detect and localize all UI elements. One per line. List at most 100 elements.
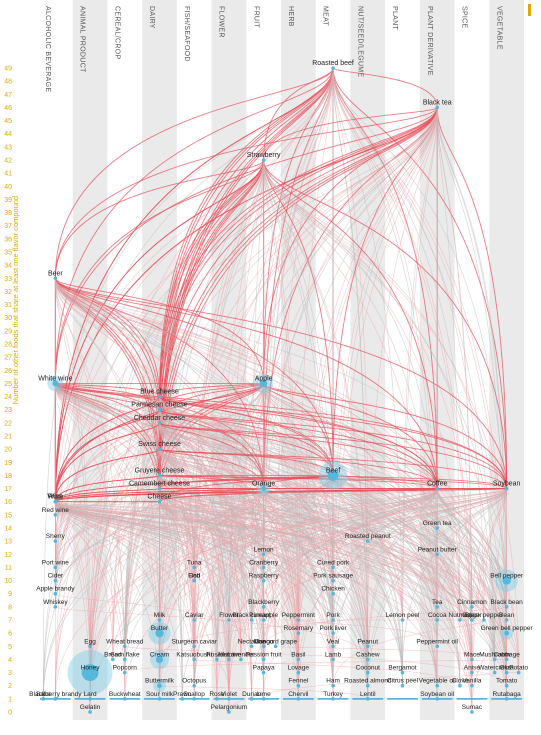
edge [216, 475, 334, 660]
food-label: Passion fruit [246, 651, 282, 658]
right-marker [528, 4, 531, 16]
edge [55, 501, 126, 699]
food-label: Black bean [491, 599, 524, 606]
food-label: Honey [81, 665, 101, 672]
edge [55, 501, 114, 660]
edge [471, 633, 507, 713]
food-label: Bergamot [388, 665, 416, 672]
food-label: Peanut [357, 638, 378, 645]
food-node [122, 670, 127, 675]
food-label: Orange [252, 481, 275, 488]
food-label: Wheat bread [106, 638, 144, 645]
y-tick-label: 9 [8, 591, 12, 598]
food-label: Chicken [321, 586, 345, 593]
food-node [53, 578, 58, 583]
edge [55, 501, 218, 699]
food-label: Cranberry [249, 559, 279, 566]
edge [54, 383, 160, 476]
edge [54, 474, 160, 502]
category-labels: ALCOHOLIC BEVERAGE ANIMAL PRODUCT CEREAL/C… [44, 6, 502, 92]
food-label: Sherry [46, 533, 66, 540]
food-label: Blackberry [248, 599, 279, 606]
food-node [482, 618, 486, 622]
edge [54, 488, 265, 503]
edge [263, 383, 334, 476]
food-label: Fennel [288, 678, 308, 685]
food-label: Fish [188, 573, 201, 580]
food-label: Butter [151, 625, 169, 632]
edge [124, 449, 160, 699]
y-tick-label: 35 [4, 250, 12, 257]
food-node [492, 670, 497, 675]
edge [55, 159, 264, 594]
edge [55, 159, 264, 542]
food-node [53, 539, 58, 543]
food-label: Ham [326, 678, 340, 685]
edge [54, 67, 334, 279]
edge [263, 159, 508, 489]
category-label: FRUIT [252, 6, 259, 29]
food-node [157, 421, 162, 425]
edge [55, 501, 91, 713]
food-label: Buttermilk [145, 678, 175, 685]
y-tick-label: 7 [8, 618, 12, 625]
edge [263, 488, 334, 699]
food-label: Blue cheese [140, 389, 179, 396]
edge [228, 672, 495, 713]
food-label: Beer [48, 270, 63, 277]
food-label: Roasted peanut [345, 533, 391, 540]
category-label: VEGETABLE [495, 6, 502, 50]
food-label: Octopus [182, 678, 207, 685]
edge [54, 278, 160, 410]
edge [263, 488, 507, 607]
food-node [331, 591, 335, 596]
food-node [331, 697, 335, 701]
y-tick-label: 33 [4, 276, 12, 283]
edge [112, 67, 334, 660]
food-node [504, 630, 510, 636]
food-label: Red wine [42, 507, 69, 514]
food-node [470, 657, 474, 662]
food-label: Katsuobushi [176, 651, 212, 658]
y-tick-label: 44 [4, 131, 12, 138]
y-axis-title: Number of other foods that share at leas… [11, 196, 20, 404]
food-label: Black currant [233, 612, 271, 619]
food-node [365, 683, 370, 688]
edge [124, 659, 507, 673]
edge [332, 474, 508, 489]
food-node [227, 618, 231, 622]
edge [55, 593, 252, 647]
food-label: Bell pepper [490, 573, 524, 580]
food-node [365, 670, 370, 675]
edge [55, 501, 507, 660]
y-tick-label: 3 [8, 670, 12, 677]
food-node [470, 605, 474, 609]
food-label: Nutmeg [449, 612, 472, 619]
food-label: Lard [84, 691, 97, 698]
food-node [296, 657, 301, 662]
food-node [192, 644, 197, 649]
y-tick-label: 6 [8, 631, 12, 638]
edge [124, 488, 160, 673]
edge [55, 501, 160, 634]
edge [159, 422, 334, 686]
category-label: PLANT [391, 6, 398, 30]
edge [159, 567, 195, 699]
food-node [261, 657, 266, 662]
edge [43, 475, 160, 699]
food-label: Cabbage [493, 651, 520, 658]
food-node [504, 657, 509, 662]
edge [89, 449, 160, 647]
y-tick-label: 23 [4, 407, 12, 414]
y-tick-label: 25 [4, 381, 12, 388]
food-label: Wine [47, 494, 63, 501]
food-node [261, 578, 266, 583]
edge [298, 488, 507, 673]
food-labels: Roasted beef Black tea Strawberry Beer White… [29, 60, 533, 711]
edge [54, 278, 508, 489]
food-node [504, 697, 509, 701]
edge [54, 396, 160, 502]
y-tick-label: 27 [4, 355, 12, 362]
edge [159, 396, 507, 686]
